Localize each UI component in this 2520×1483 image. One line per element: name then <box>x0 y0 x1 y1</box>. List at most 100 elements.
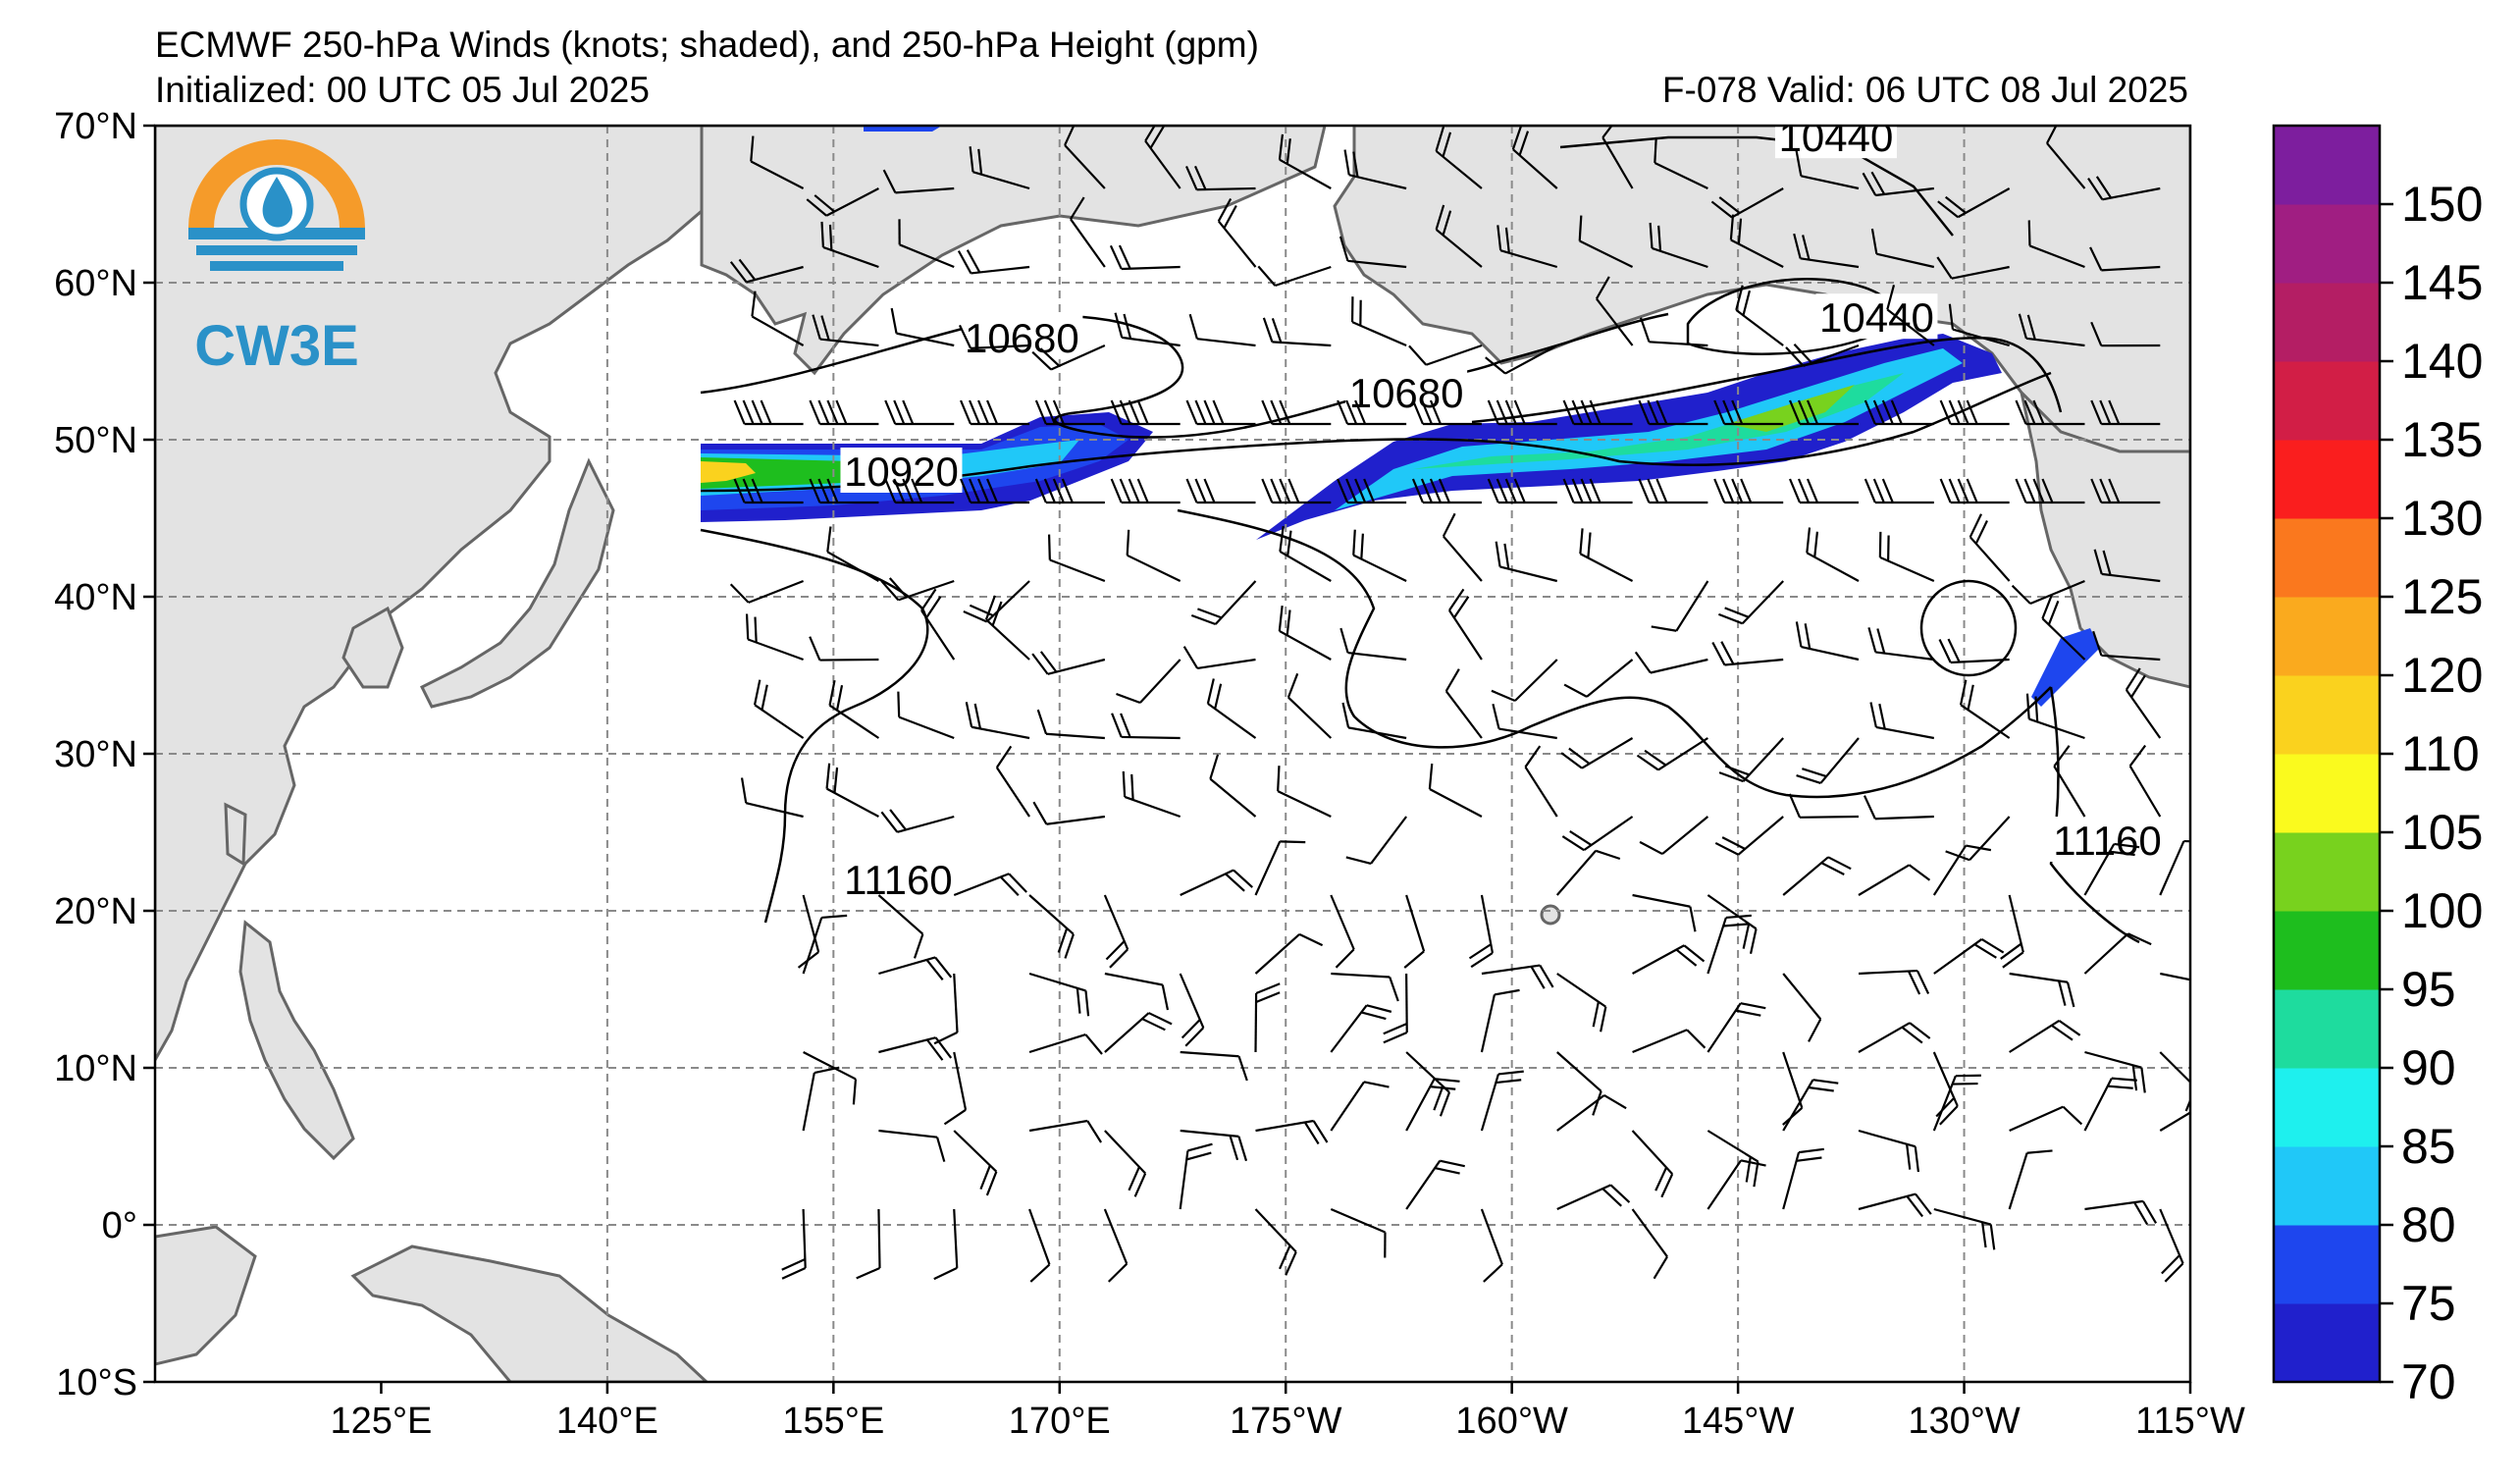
wind-barb <box>2128 744 2162 818</box>
wind-barb <box>2027 220 2085 269</box>
wind-barb <box>2159 1051 2190 1112</box>
contour-label: 10920 <box>844 449 959 495</box>
wind-barb <box>1109 244 1181 271</box>
north-america-landmass <box>2019 388 2190 689</box>
colorbar-bin <box>2274 754 2380 833</box>
wind-barb <box>1111 713 1181 740</box>
wind-barb <box>802 914 848 975</box>
wind-barb <box>1179 973 1205 1047</box>
wind-barb <box>1524 745 1558 818</box>
wind-barb <box>1330 1207 1387 1258</box>
wind-barb <box>1034 478 1105 504</box>
wind-barb <box>826 526 879 582</box>
wind-barb <box>920 588 956 661</box>
wind-barb <box>1028 1208 1051 1283</box>
wind-barb <box>1031 344 1106 371</box>
wind-barb <box>1104 972 1170 1011</box>
wind-barb <box>1180 869 1253 896</box>
wind-barb <box>1948 303 2010 347</box>
lat-tick-label: 50°N <box>54 420 137 461</box>
wind-barb <box>1782 856 1852 896</box>
wind-barb <box>1556 1051 1602 1116</box>
wind-barb <box>1631 1208 1668 1280</box>
wind-barb <box>825 763 879 818</box>
wind-barb <box>1028 894 1075 959</box>
wind-barb <box>1110 478 1181 504</box>
wind-barb <box>2093 549 2161 583</box>
wind-barb <box>1116 659 1181 705</box>
wind-barb <box>880 809 955 833</box>
wind-barb <box>2008 1149 2053 1210</box>
wind-barb <box>1031 651 1106 675</box>
colorbar-bin <box>2274 675 2380 755</box>
colorbar-bin <box>2274 204 2380 284</box>
wind-barb <box>1435 204 1483 268</box>
wind-barb <box>1492 704 1557 740</box>
wind-barb <box>943 1051 968 1126</box>
wind-barb <box>1104 1130 1147 1197</box>
axis-ticks: 125°E 140°E 155°E 170°E 175°W 160°W 145°W 130°W… <box>54 106 2245 1442</box>
wind-barb <box>1636 737 1708 771</box>
wind-barb <box>729 258 804 284</box>
wind-barb <box>1254 1208 1297 1276</box>
wind-barb <box>984 595 1030 661</box>
colorbar-label: 90 <box>2401 1040 2456 1095</box>
wind-barb <box>2084 1199 2158 1226</box>
wind-barb <box>1185 478 1256 504</box>
colorbar-bin <box>2274 911 2380 990</box>
wind-barb <box>1405 1078 1460 1132</box>
colorbar-bin <box>2274 1303 2380 1383</box>
wind-barb <box>1858 969 1930 995</box>
wind-barb <box>1795 150 1860 190</box>
lon-tick-label: 130°W <box>1908 1401 2021 1442</box>
wind-barb <box>1718 737 1785 783</box>
wind-barb <box>882 169 955 194</box>
wind-barb <box>2009 972 2075 1008</box>
wind-barb <box>753 679 805 739</box>
contour-label-bg <box>1345 369 1468 414</box>
wind-barb <box>898 219 955 269</box>
wind-barb <box>1383 973 1408 1044</box>
wind-barb <box>1782 973 1822 1042</box>
wind-barb <box>1028 1033 1103 1055</box>
wind-barb <box>1649 222 1708 269</box>
wind-barb <box>1337 399 1407 426</box>
wind-barb <box>1936 256 2010 280</box>
init-time: Initialized: 00 UTC 05 Jul 2025 <box>155 70 650 110</box>
lon-tick-label: 170°E <box>1009 1401 1111 1442</box>
wind-barb <box>1206 678 1257 739</box>
contour-label-bg <box>1774 126 1897 159</box>
wind-barb <box>2090 399 2161 426</box>
colorbar-label: 140 <box>2401 334 2483 389</box>
lon-tick-label: 175°W <box>1230 1401 1342 1442</box>
wind-barb <box>781 1208 807 1280</box>
wind-barb <box>1110 399 1181 426</box>
wind-barb <box>809 478 879 504</box>
wind-barb <box>1480 1208 1503 1283</box>
wind-barb <box>953 1130 998 1196</box>
wind-barb <box>884 399 955 426</box>
wind-barb <box>1793 233 1860 269</box>
wind-barb <box>820 221 879 269</box>
contour-11160-coast <box>2049 686 2140 944</box>
lon-tick-label: 115°W <box>2135 1401 2245 1442</box>
wind-barb <box>1579 528 1634 582</box>
wind-barb <box>1254 932 1324 975</box>
wind-barb <box>1278 133 1332 189</box>
wind-barb <box>1403 894 1426 969</box>
wind-barb <box>729 579 805 604</box>
lon-tick-label: 125°E <box>330 1401 432 1442</box>
chart-title: ECMWF 250-hPa Winds (knots; shaded), and… <box>155 25 1259 65</box>
wind-barb <box>1729 214 1784 268</box>
height-contours <box>700 135 2140 944</box>
wind-barb <box>1638 478 1708 504</box>
wind-barb <box>1867 627 1934 662</box>
wind-barb <box>1261 478 1332 504</box>
wind-barb <box>1405 1159 1465 1210</box>
wind-barb <box>1217 197 1257 268</box>
wind-barb <box>1028 972 1090 1017</box>
colorbar-label: 105 <box>2401 805 2483 860</box>
colorbar-label: 150 <box>2401 177 2483 232</box>
wind-barb <box>1864 478 1934 504</box>
